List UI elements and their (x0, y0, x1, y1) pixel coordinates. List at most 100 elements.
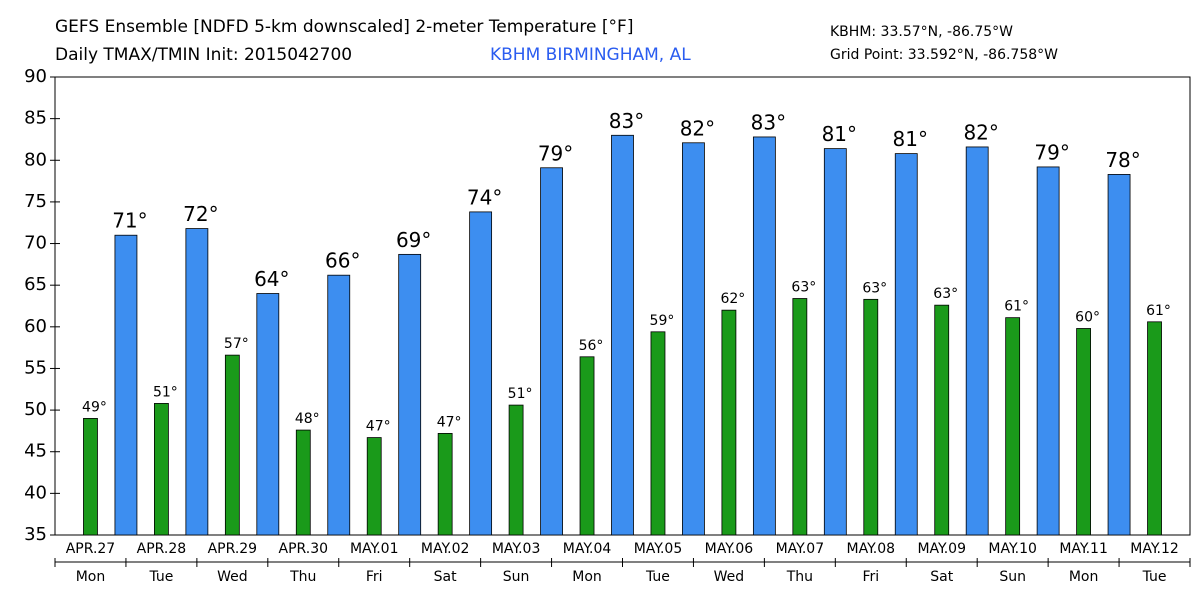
tmax-bar (256, 293, 280, 536)
tmin-bar (721, 309, 737, 536)
value-label: 56° (579, 338, 604, 354)
x-tick-label: APR.30 (279, 541, 329, 557)
value-label: 61° (1146, 303, 1171, 319)
y-tick-label: 75 (24, 191, 47, 212)
tmax-bar (894, 153, 918, 536)
value-label: 79° (538, 141, 573, 165)
tmin-bar (1076, 328, 1091, 536)
value-label: 79° (1034, 140, 1069, 164)
y-tick-label: 45 (24, 441, 47, 462)
value-label: 63° (862, 280, 887, 296)
value-label: 63° (933, 286, 958, 302)
x-tick-label: MAY.05 (634, 541, 683, 557)
value-label: 74° (467, 185, 502, 209)
tmax-bar (611, 134, 634, 536)
value-label: 82° (963, 120, 998, 144)
value-label: 63° (791, 280, 816, 296)
value-label: 51° (153, 384, 178, 400)
tmax-bar (114, 234, 138, 536)
weekday-label: Thu (786, 569, 813, 585)
weekday-label: Wed (714, 569, 745, 585)
value-label: 69° (396, 228, 431, 252)
weekday-label: Sun (999, 569, 1026, 585)
tmin-bar (437, 433, 453, 536)
weekday-label: Sun (503, 569, 530, 585)
tmax-bar (965, 146, 989, 536)
tmin-bar (224, 354, 240, 536)
weekday-label: Tue (148, 569, 173, 585)
value-label: 51° (508, 386, 533, 402)
weekday-label: Fri (366, 569, 383, 585)
weekday-label: Sat (930, 569, 953, 585)
weekday-label: Sat (434, 569, 457, 585)
weekday-label: Mon (1069, 569, 1099, 585)
chart-subtitle: Daily TMAX/TMIN Init: 2015042700 (55, 45, 352, 65)
tmin-bar (934, 304, 950, 536)
tmin-bar (295, 429, 311, 536)
value-label: 47° (366, 419, 391, 435)
value-label: 72° (183, 202, 218, 226)
weekday-label: Tue (645, 569, 670, 585)
x-tick-label: MAY.12 (1130, 541, 1179, 557)
value-label: 71° (112, 209, 147, 233)
value-label: 81° (822, 122, 857, 146)
value-label: 83° (751, 110, 786, 134)
tmax-bar (682, 142, 705, 536)
grid-point: Grid Point: 33.592°N, -86.758°W (830, 47, 1058, 63)
tmin-bar (863, 298, 879, 536)
value-label: 66° (325, 249, 360, 273)
x-tick-label: APR.29 (208, 541, 258, 557)
y-tick-label: 90 (24, 66, 47, 87)
y-tick-label: 65 (24, 274, 47, 295)
x-tick-label: MAY.04 (563, 541, 612, 557)
tmax-bar (1107, 174, 1131, 536)
tmin-bar (1147, 321, 1162, 536)
tmin-bar (508, 404, 524, 536)
station-name: KBHM BIRMINGHAM, AL (490, 45, 691, 65)
y-tick-label: 60 (24, 316, 47, 337)
weekday-label: Mon (572, 569, 602, 585)
tmin-bar (154, 403, 169, 536)
tmax-bar (752, 136, 776, 536)
value-label: 78° (1105, 148, 1140, 172)
x-tick-label: MAY.01 (350, 541, 399, 557)
weekday-label: Mon (76, 569, 106, 585)
value-label: 82° (680, 116, 715, 140)
x-tick-label: MAY.09 (917, 541, 966, 557)
tmax-bar (327, 274, 351, 536)
value-label: 81° (893, 127, 928, 151)
weekday-label: Thu (289, 569, 316, 585)
y-tick-label: 85 (24, 108, 47, 129)
tmax-bar (1036, 166, 1060, 536)
value-label: 61° (1004, 299, 1029, 315)
x-tick-label: MAY.03 (492, 541, 541, 557)
value-label: 60° (1075, 309, 1100, 325)
x-tick-label: MAY.11 (1059, 541, 1108, 557)
weekday-label: Wed (217, 569, 248, 585)
value-label: 62° (720, 291, 745, 307)
x-tick-label: APR.28 (137, 541, 187, 557)
y-tick-label: 55 (24, 357, 47, 378)
value-label: 83° (609, 109, 644, 133)
x-tick-label: APR.27 (66, 541, 116, 557)
value-label: 59° (650, 313, 675, 329)
y-tick-label: 35 (24, 524, 47, 545)
y-tick-label: 40 (24, 482, 47, 503)
x-tick-label: MAY.10 (988, 541, 1037, 557)
weekday-label: Tue (1142, 569, 1167, 585)
x-tick-label: MAY.08 (847, 541, 896, 557)
x-tick-label: MAY.02 (421, 541, 470, 557)
y-tick-label: 80 (24, 149, 47, 170)
value-label: 48° (295, 411, 320, 427)
tmax-bar (398, 253, 422, 536)
tmax-bar (185, 228, 209, 536)
tmin-bar (1005, 317, 1021, 536)
tmin-bar (792, 298, 808, 536)
tmin-bar (83, 418, 98, 536)
tmax-bar (823, 148, 847, 536)
tmin-bar (579, 356, 595, 536)
y-tick-label: 50 (24, 399, 47, 420)
tmin-bar (366, 437, 382, 536)
tmax-bar (469, 211, 493, 536)
